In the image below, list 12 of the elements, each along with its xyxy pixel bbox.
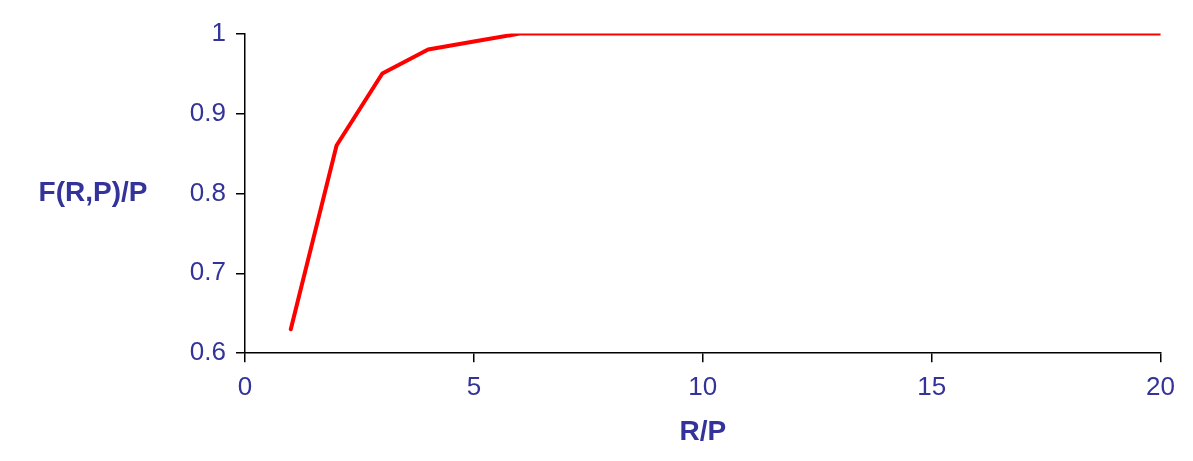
x-tick-label: 20 [1146,370,1175,401]
x-axis-title: R/P [679,414,727,446]
y-tick-label: 0.9 [189,96,226,127]
y-tick-label: 0.8 [189,176,226,207]
x-tick-label: 0 [237,370,253,401]
y-tick-label: 0.7 [189,256,226,287]
y-axis-title: F(R,P)/P [38,176,148,208]
x-tick-label: 15 [917,370,947,401]
x-tick-label: 10 [688,370,718,401]
y-tick-label: 0.6 [189,336,226,367]
x-tick-label: 5 [466,370,482,401]
y-tick-label: 1 [211,16,226,47]
